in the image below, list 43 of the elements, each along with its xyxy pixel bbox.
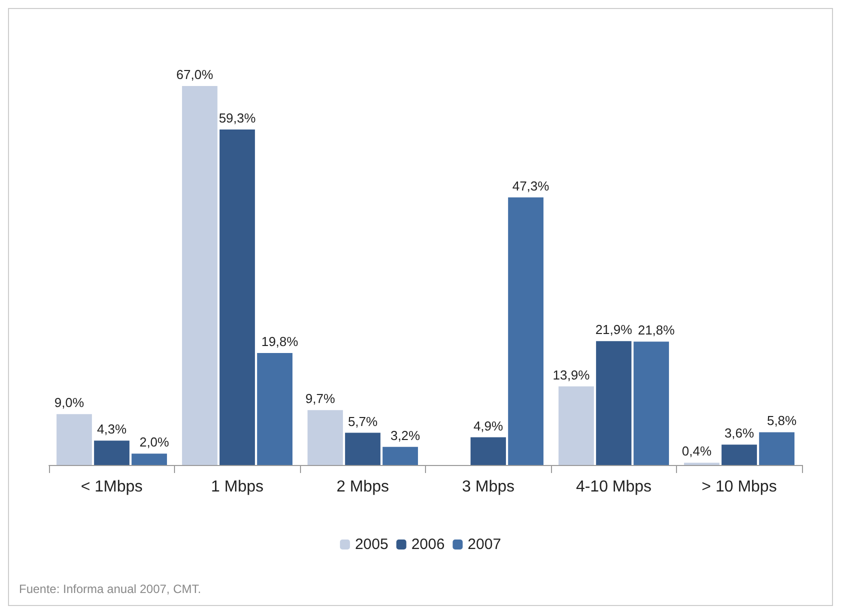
data-label: 3,6% bbox=[724, 426, 754, 441]
bar bbox=[257, 352, 292, 465]
bar bbox=[634, 342, 669, 465]
bar bbox=[470, 437, 506, 465]
legend-label: 2007 bbox=[468, 536, 502, 553]
x-tick-label: > 10 Mbps bbox=[702, 478, 777, 496]
data-label: 9,7% bbox=[305, 391, 336, 406]
bar bbox=[132, 454, 167, 465]
bar bbox=[56, 414, 92, 465]
x-tick-label: 4-10 Mbps bbox=[576, 478, 652, 496]
legend-label: 2005 bbox=[354, 536, 388, 553]
bar bbox=[94, 440, 130, 465]
bar bbox=[382, 446, 418, 465]
data-label: 21,8% bbox=[638, 322, 676, 338]
source-note: Fuente: Informa anual 2007, CMT. bbox=[19, 582, 202, 596]
bar bbox=[596, 341, 632, 465]
bar bbox=[345, 432, 380, 465]
data-label: 47,3% bbox=[512, 178, 550, 194]
bar bbox=[308, 410, 343, 465]
data-label: 21,9% bbox=[595, 322, 633, 338]
bar bbox=[722, 444, 757, 465]
x-tick-label: 1 Mbps bbox=[211, 478, 264, 496]
data-label: 19,8% bbox=[261, 334, 299, 349]
legend-label: 2006 bbox=[411, 536, 445, 553]
data-label: 4,9% bbox=[473, 418, 504, 434]
data-label: 9,0% bbox=[54, 395, 84, 410]
data-label: 13,9% bbox=[552, 367, 590, 382]
data-label: 59,3% bbox=[218, 110, 256, 126]
bar bbox=[220, 130, 255, 465]
bar bbox=[558, 386, 594, 465]
data-label: 4,3% bbox=[96, 422, 127, 437]
data-label: 5,8% bbox=[766, 413, 798, 428]
x-tick-label: 3 Mbps bbox=[462, 478, 514, 496]
x-tick-label: 2 Mbps bbox=[336, 478, 389, 496]
data-label: 0,4% bbox=[682, 444, 712, 459]
bar bbox=[508, 197, 544, 465]
bar bbox=[182, 86, 218, 465]
x-tick-label: < 1Mbps bbox=[80, 478, 143, 496]
data-label: 3,2% bbox=[390, 428, 421, 443]
data-label: 2,0% bbox=[139, 434, 170, 450]
data-label: 5,7% bbox=[348, 414, 378, 429]
data-label: 67,0% bbox=[176, 66, 214, 82]
bar bbox=[759, 432, 794, 465]
